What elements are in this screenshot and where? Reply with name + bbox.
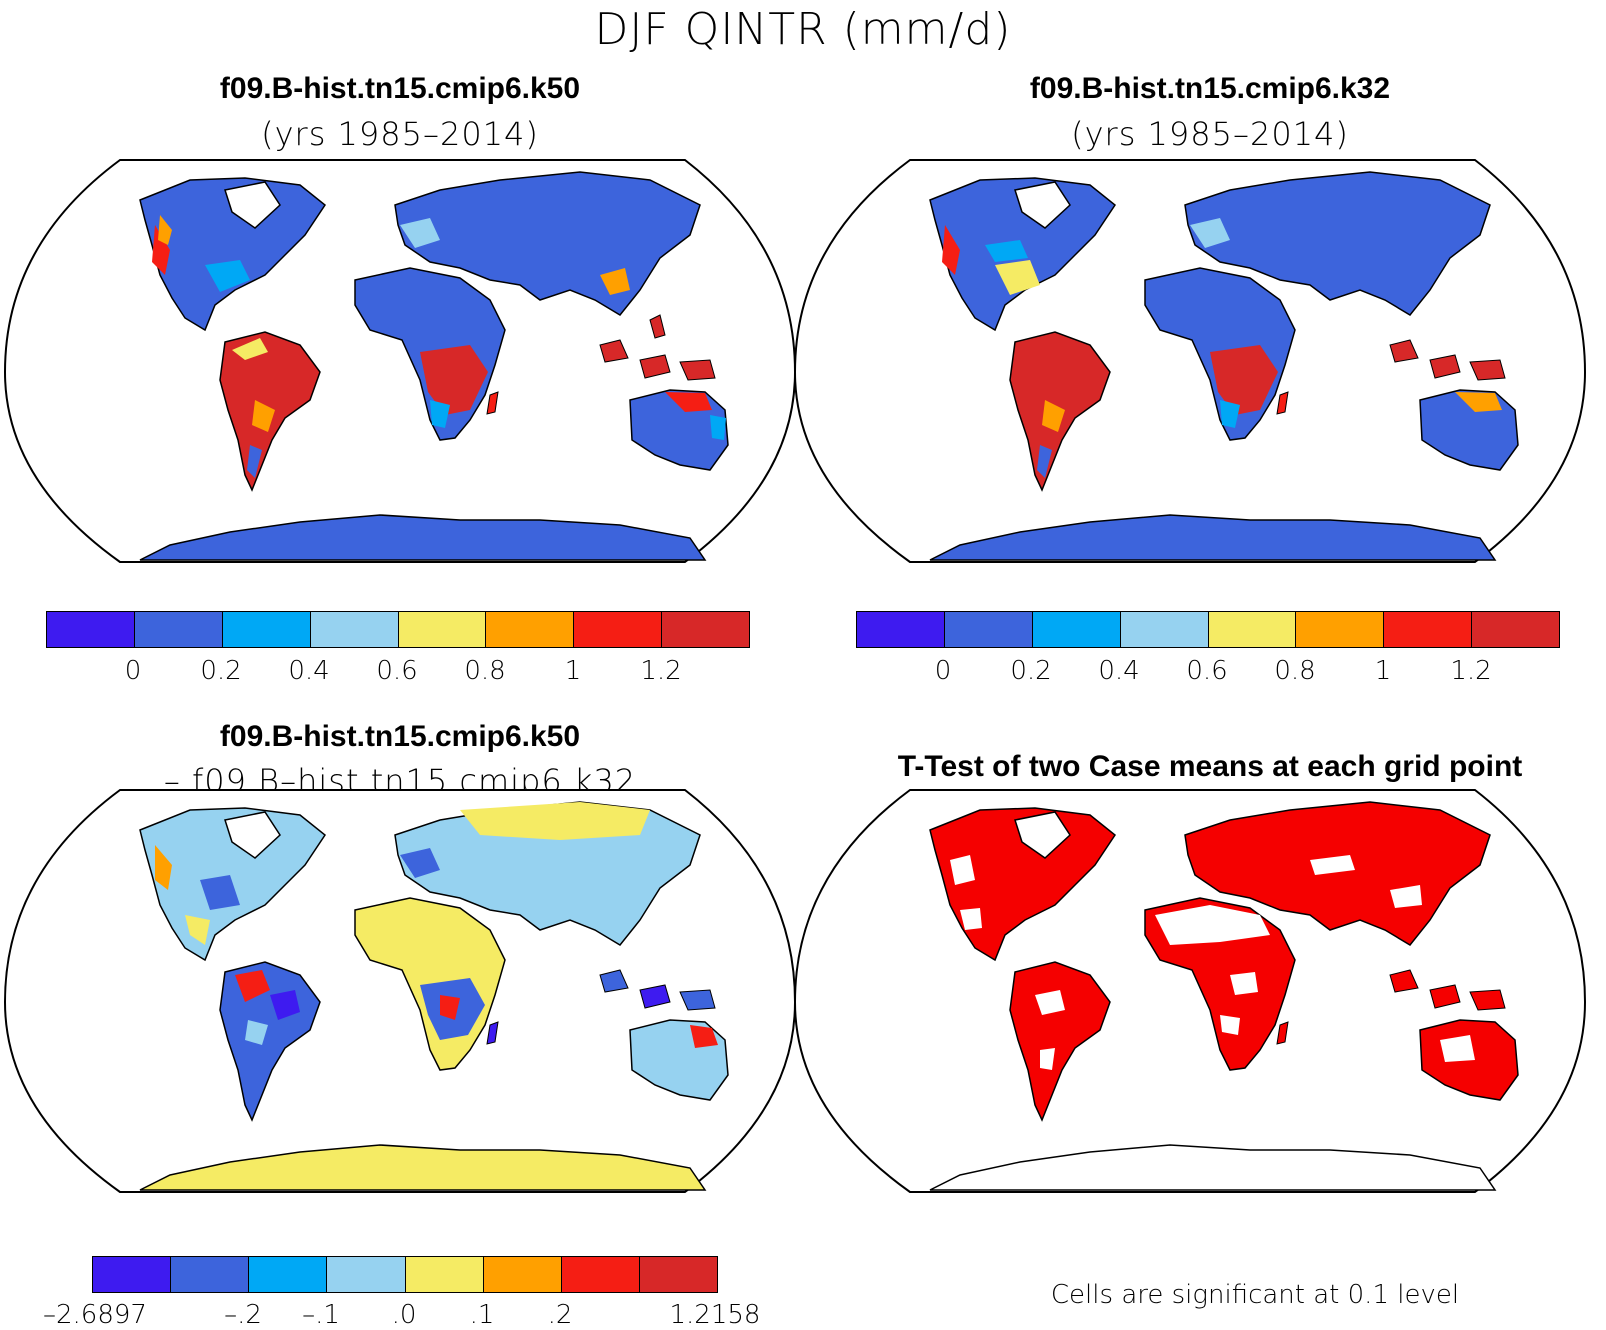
colorbar-swatch	[639, 1257, 717, 1292]
panel4-title: T-Test of two Case means at each grid po…	[897, 750, 1523, 783]
cbar2-tick-label: 0.4	[1098, 656, 1140, 686]
significance-note: Cells are significant at 0.1 level	[1050, 1280, 1460, 1310]
colorbar-swatch	[405, 1257, 484, 1292]
cbar3-tick-label: –.1	[302, 1300, 340, 1330]
cbar1-tick-label: 0.6	[376, 656, 418, 686]
cbar1-tick-label: 1.2	[640, 656, 682, 686]
cbar1-tick-label: 0.8	[464, 656, 506, 686]
colorbar-swatch	[574, 612, 663, 647]
cbar3-tick-label: .2	[547, 1300, 573, 1330]
colorbar-swatch	[249, 1257, 328, 1292]
figure-title: DJF QINTR (mm/d)	[594, 4, 1012, 55]
cbar2-tick-label: 0.2	[1010, 656, 1052, 686]
cbar1-tick-label: 0.4	[288, 656, 330, 686]
colorbar-swatch	[222, 612, 311, 647]
colorbar-swatch	[857, 612, 945, 647]
cbar2-tick-label: 0.6	[1186, 656, 1228, 686]
colorbar-swatch	[171, 1257, 250, 1292]
colorbar-swatch	[483, 1257, 562, 1292]
map-panel-2	[793, 159, 1587, 563]
colorbar-swatch	[398, 612, 487, 647]
colorbar-swatch	[310, 612, 399, 647]
panel1-subtitle: (yrs 1985–2014)	[261, 115, 539, 153]
colorbar-swatch	[327, 1257, 406, 1292]
colorbar-panel1	[46, 611, 750, 648]
colorbar-swatch	[1032, 612, 1121, 647]
colorbar-swatch	[93, 1257, 172, 1292]
map1-antarctica	[139, 514, 707, 561]
colorbar-swatch	[1208, 612, 1297, 647]
colorbar-panel3	[92, 1256, 718, 1293]
colorbar-swatch	[561, 1257, 640, 1292]
colorbar-swatch	[662, 612, 749, 647]
cbar3-tick-label: –.2	[224, 1300, 262, 1330]
panel1-title: f09.B-hist.tn15.cmip6.k50	[219, 72, 581, 105]
colorbar-swatch	[944, 612, 1033, 647]
colorbar-swatch	[1384, 612, 1473, 647]
panel2-title: f09.B-hist.tn15.cmip6.k32	[1029, 72, 1391, 105]
colorbar-swatch	[1120, 612, 1209, 647]
cbar3-tick-label: .1	[469, 1300, 495, 1330]
colorbar-swatch	[134, 612, 223, 647]
cbar1-tick-label: 1	[564, 656, 582, 686]
cbar1-tick-label: 0.2	[200, 656, 242, 686]
map-panel-1	[3, 159, 797, 563]
cbar3-tick-label: 1.2158	[669, 1300, 761, 1330]
colorbar-swatch	[1472, 612, 1559, 647]
cbar2-tick-label: 1.2	[1450, 656, 1492, 686]
panel3-title: f09.B-hist.tn15.cmip6.k50	[219, 720, 581, 753]
cbar2-tick-label: 0.8	[1274, 656, 1316, 686]
cbar2-tick-label: 0	[934, 656, 952, 686]
panel2-subtitle: (yrs 1985–2014)	[1071, 115, 1349, 153]
cbar3-tick-label: –2.6897	[43, 1300, 147, 1330]
cbar3-tick-label: .0	[391, 1300, 417, 1330]
map-panel-4	[793, 789, 1587, 1193]
map-panel-3	[3, 789, 797, 1193]
colorbar-panel2	[856, 611, 1560, 648]
cbar2-tick-label: 1	[1374, 656, 1392, 686]
colorbar-swatch	[47, 612, 135, 647]
cbar1-tick-label: 0	[124, 656, 142, 686]
colorbar-swatch	[486, 612, 575, 647]
colorbar-swatch	[1296, 612, 1385, 647]
